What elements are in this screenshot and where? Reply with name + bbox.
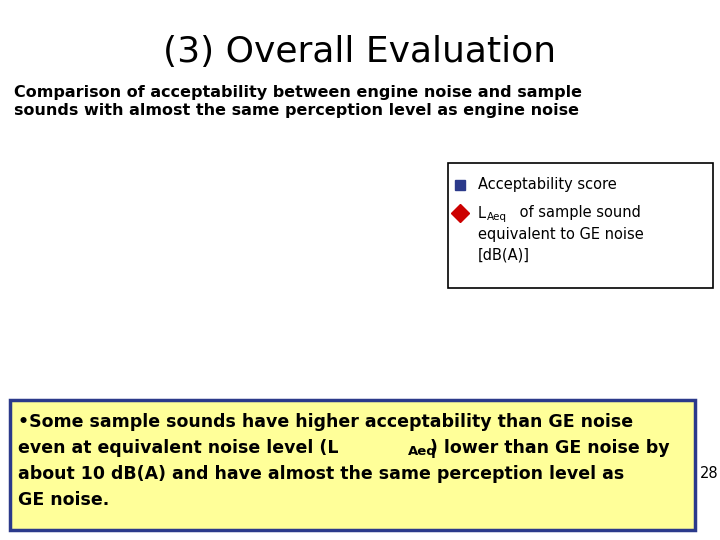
Text: GE noise.: GE noise. <box>18 491 109 509</box>
Text: •Some sample sounds have higher acceptability than GE noise: •Some sample sounds have higher acceptab… <box>18 413 633 431</box>
Bar <box>448 163 713 288</box>
Text: sounds with almost the same perception level as engine noise: sounds with almost the same perception l… <box>14 103 579 118</box>
Text: (3) Overall Evaluation: (3) Overall Evaluation <box>163 35 557 69</box>
Text: Aeq: Aeq <box>487 212 507 222</box>
Text: equivalent to GE noise: equivalent to GE noise <box>478 227 644 242</box>
Text: about 10 dB(A) and have almost the same perception level as: about 10 dB(A) and have almost the same … <box>18 465 624 483</box>
Text: Aeq: Aeq <box>408 446 437 458</box>
Text: Comparison of acceptability between engine noise and sample: Comparison of acceptability between engi… <box>14 85 582 100</box>
Text: Acceptability score: Acceptability score <box>478 178 617 192</box>
Text: even at equivalent noise level (L: even at equivalent noise level (L <box>18 439 338 457</box>
Text: L: L <box>478 206 486 220</box>
Text: 28: 28 <box>700 467 719 482</box>
Text: [dB(A)]: [dB(A)] <box>478 247 530 262</box>
Text: ) lower than GE noise by: ) lower than GE noise by <box>430 439 670 457</box>
Bar <box>10 400 695 530</box>
Text: of sample sound: of sample sound <box>515 206 641 220</box>
